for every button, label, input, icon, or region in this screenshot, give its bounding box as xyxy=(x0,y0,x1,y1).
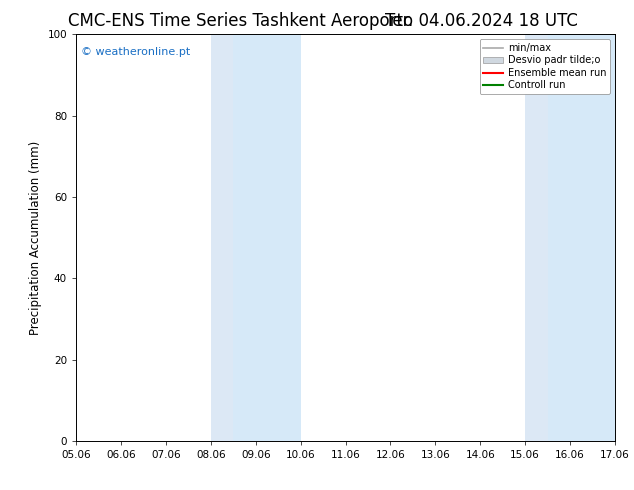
Bar xyxy=(525,34,548,441)
Y-axis label: Precipitation Accumulation (mm): Precipitation Accumulation (mm) xyxy=(29,141,42,335)
Bar xyxy=(548,34,615,441)
Text: CMC-ENS Time Series Tashkent Aeroporto: CMC-ENS Time Series Tashkent Aeroporto xyxy=(68,12,413,30)
Bar xyxy=(210,34,233,441)
Legend: min/max, Desvio padr tilde;o, Ensemble mean run, Controll run: min/max, Desvio padr tilde;o, Ensemble m… xyxy=(479,39,610,94)
Text: © weatheronline.pt: © weatheronline.pt xyxy=(81,47,191,56)
Bar xyxy=(233,34,301,441)
Text: Ter. 04.06.2024 18 UTC: Ter. 04.06.2024 18 UTC xyxy=(385,12,578,30)
